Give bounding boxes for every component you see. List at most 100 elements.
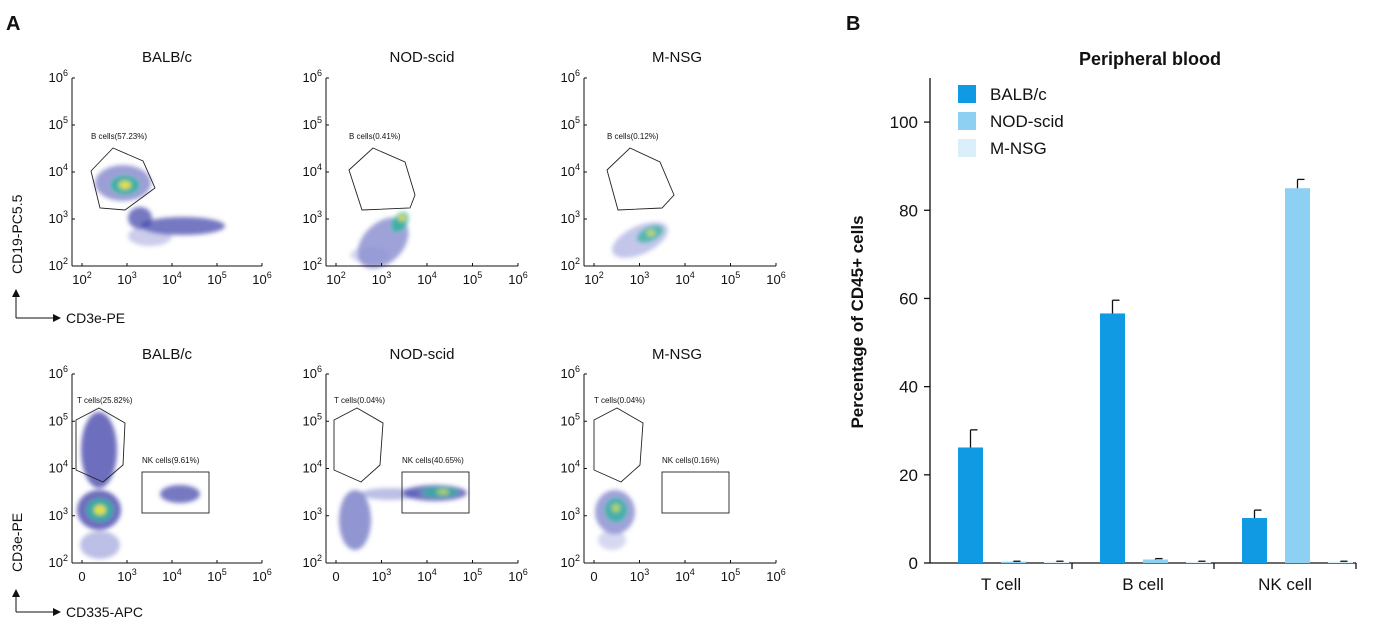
legend-swatch bbox=[958, 85, 976, 103]
y-axis-label: CD19-PC5.5 bbox=[9, 194, 25, 274]
tick-exponent: 2 bbox=[63, 256, 68, 266]
scatter-row-1: BALB/c B cells(57.23%) NOD-scid bbox=[71, 49, 776, 269]
bar bbox=[1186, 561, 1211, 563]
tick-exponent: 4 bbox=[575, 459, 580, 469]
tick-exponent: 3 bbox=[575, 506, 580, 516]
tick-base: 10 bbox=[721, 272, 735, 287]
tick-exponent: 3 bbox=[317, 506, 322, 516]
y-tick-label: 103 bbox=[303, 506, 322, 523]
tick-exponent: 3 bbox=[132, 270, 137, 280]
y-tick-label: 105 bbox=[49, 115, 68, 132]
x-tick-label: 0 bbox=[590, 569, 597, 584]
tick-exponent: 4 bbox=[63, 162, 68, 172]
tick-base: 10 bbox=[49, 211, 63, 226]
tick-base: 10 bbox=[49, 555, 63, 570]
x-tick-label: 105 bbox=[207, 270, 226, 287]
y-tick-label: 102 bbox=[49, 256, 68, 273]
bar-chart-title: Peripheral blood bbox=[1079, 49, 1221, 69]
tick-exponent: 6 bbox=[317, 68, 322, 78]
tick-exponent: 4 bbox=[690, 567, 695, 577]
tick-exponent: 6 bbox=[781, 567, 786, 577]
tick-base: 0 bbox=[590, 569, 597, 584]
tick-exponent: 5 bbox=[735, 270, 740, 280]
tick-base: 10 bbox=[630, 569, 644, 584]
tick-exponent: 3 bbox=[386, 270, 391, 280]
x-tick-label: 106 bbox=[508, 567, 527, 584]
tick-base: 10 bbox=[561, 164, 575, 179]
x-tick-label: 103 bbox=[630, 567, 649, 584]
y-tick-label: 105 bbox=[303, 115, 322, 132]
tick-exponent: 6 bbox=[523, 567, 528, 577]
bar bbox=[958, 447, 983, 563]
gate-rectangle bbox=[401, 471, 470, 514]
tick-base: 10 bbox=[630, 272, 644, 287]
tick-exponent: 3 bbox=[575, 209, 580, 219]
x-tick-label: 105 bbox=[463, 270, 482, 287]
gate-label: T cells(25.82%) bbox=[77, 396, 133, 405]
scatter-plot-nodscid-t-nk: NOD-scid T cells(0.04%) NK cells(40.65%) bbox=[325, 346, 518, 564]
tick-base: 10 bbox=[561, 413, 575, 428]
row2-axis-key: CD335-APC CD3e-PE bbox=[9, 513, 143, 620]
x-axis-label: CD3e-PE bbox=[66, 310, 125, 326]
gate-rectangle bbox=[661, 471, 730, 514]
y-tick-label: 104 bbox=[49, 459, 68, 476]
panel-a-letter: A bbox=[6, 13, 20, 35]
bar bbox=[1100, 313, 1125, 563]
tick-exponent: 5 bbox=[63, 411, 68, 421]
tick-exponent: 4 bbox=[690, 270, 695, 280]
tick-base: 10 bbox=[49, 164, 63, 179]
legend-label: M-NSG bbox=[990, 139, 1047, 158]
y-tick-label: 102 bbox=[303, 553, 322, 570]
x-tick-label: 103 bbox=[117, 270, 136, 287]
plot-title: NOD-scid bbox=[389, 346, 454, 363]
gate-polygon bbox=[75, 407, 126, 483]
tick-exponent: 3 bbox=[386, 567, 391, 577]
tick-exponent: 2 bbox=[599, 270, 604, 280]
tick-exponent: 2 bbox=[87, 270, 92, 280]
tick-base: 10 bbox=[303, 366, 317, 381]
tick-exponent: 5 bbox=[477, 270, 482, 280]
bar-category-label: NK cell bbox=[1258, 575, 1312, 594]
tick-base: 10 bbox=[303, 258, 317, 273]
tick-exponent: 6 bbox=[523, 270, 528, 280]
tick-exponent: 4 bbox=[575, 162, 580, 172]
tick-base: 10 bbox=[117, 569, 131, 584]
density-cloud bbox=[77, 412, 200, 559]
tick-base: 10 bbox=[49, 258, 63, 273]
y-tick-label: 103 bbox=[561, 506, 580, 523]
gate-rectangle bbox=[141, 471, 210, 514]
tick-base: 10 bbox=[463, 569, 477, 584]
tick-base: 10 bbox=[675, 272, 689, 287]
tick-exponent: 5 bbox=[477, 567, 482, 577]
tick-base: 10 bbox=[207, 569, 221, 584]
tick-base: 10 bbox=[303, 555, 317, 570]
x-tick-label: 103 bbox=[372, 270, 391, 287]
y-tick-label: 102 bbox=[561, 256, 580, 273]
tick-base: 10 bbox=[303, 70, 317, 85]
tick-base: 10 bbox=[72, 272, 86, 287]
tick-base: 10 bbox=[561, 211, 575, 226]
y-tick-label: 105 bbox=[561, 115, 580, 132]
row1-axis-key: CD3e-PE CD19-PC5.5 bbox=[9, 194, 125, 326]
density-cloud bbox=[612, 222, 668, 258]
x-tick-label: 102 bbox=[326, 270, 345, 287]
tick-exponent: 3 bbox=[644, 270, 649, 280]
x-tick-label: 104 bbox=[675, 567, 694, 584]
gate-label: NK cells(9.61%) bbox=[142, 456, 200, 465]
tick-exponent: 6 bbox=[317, 364, 322, 374]
y-tick-label: 103 bbox=[303, 209, 322, 226]
tick-base: 10 bbox=[675, 569, 689, 584]
tick-exponent: 2 bbox=[63, 553, 68, 563]
x-tick-label: 104 bbox=[417, 567, 436, 584]
density-cloud bbox=[595, 490, 635, 550]
y-tick-label: 104 bbox=[561, 162, 580, 179]
tick-base: 10 bbox=[561, 461, 575, 476]
tick-exponent: 5 bbox=[317, 115, 322, 125]
tick-base: 10 bbox=[561, 258, 575, 273]
tick-base: 10 bbox=[508, 569, 522, 584]
scatter-plot-nodscid-b: NOD-scid B cells(0.41%) bbox=[325, 49, 518, 269]
y-tick-label: 106 bbox=[561, 68, 580, 85]
bar-y-tick-label: 0 bbox=[909, 554, 918, 573]
scatter-plot-balbc-t-nk: BALB/c T cells(25.82%) NK cells(9.61%) bbox=[71, 346, 262, 564]
